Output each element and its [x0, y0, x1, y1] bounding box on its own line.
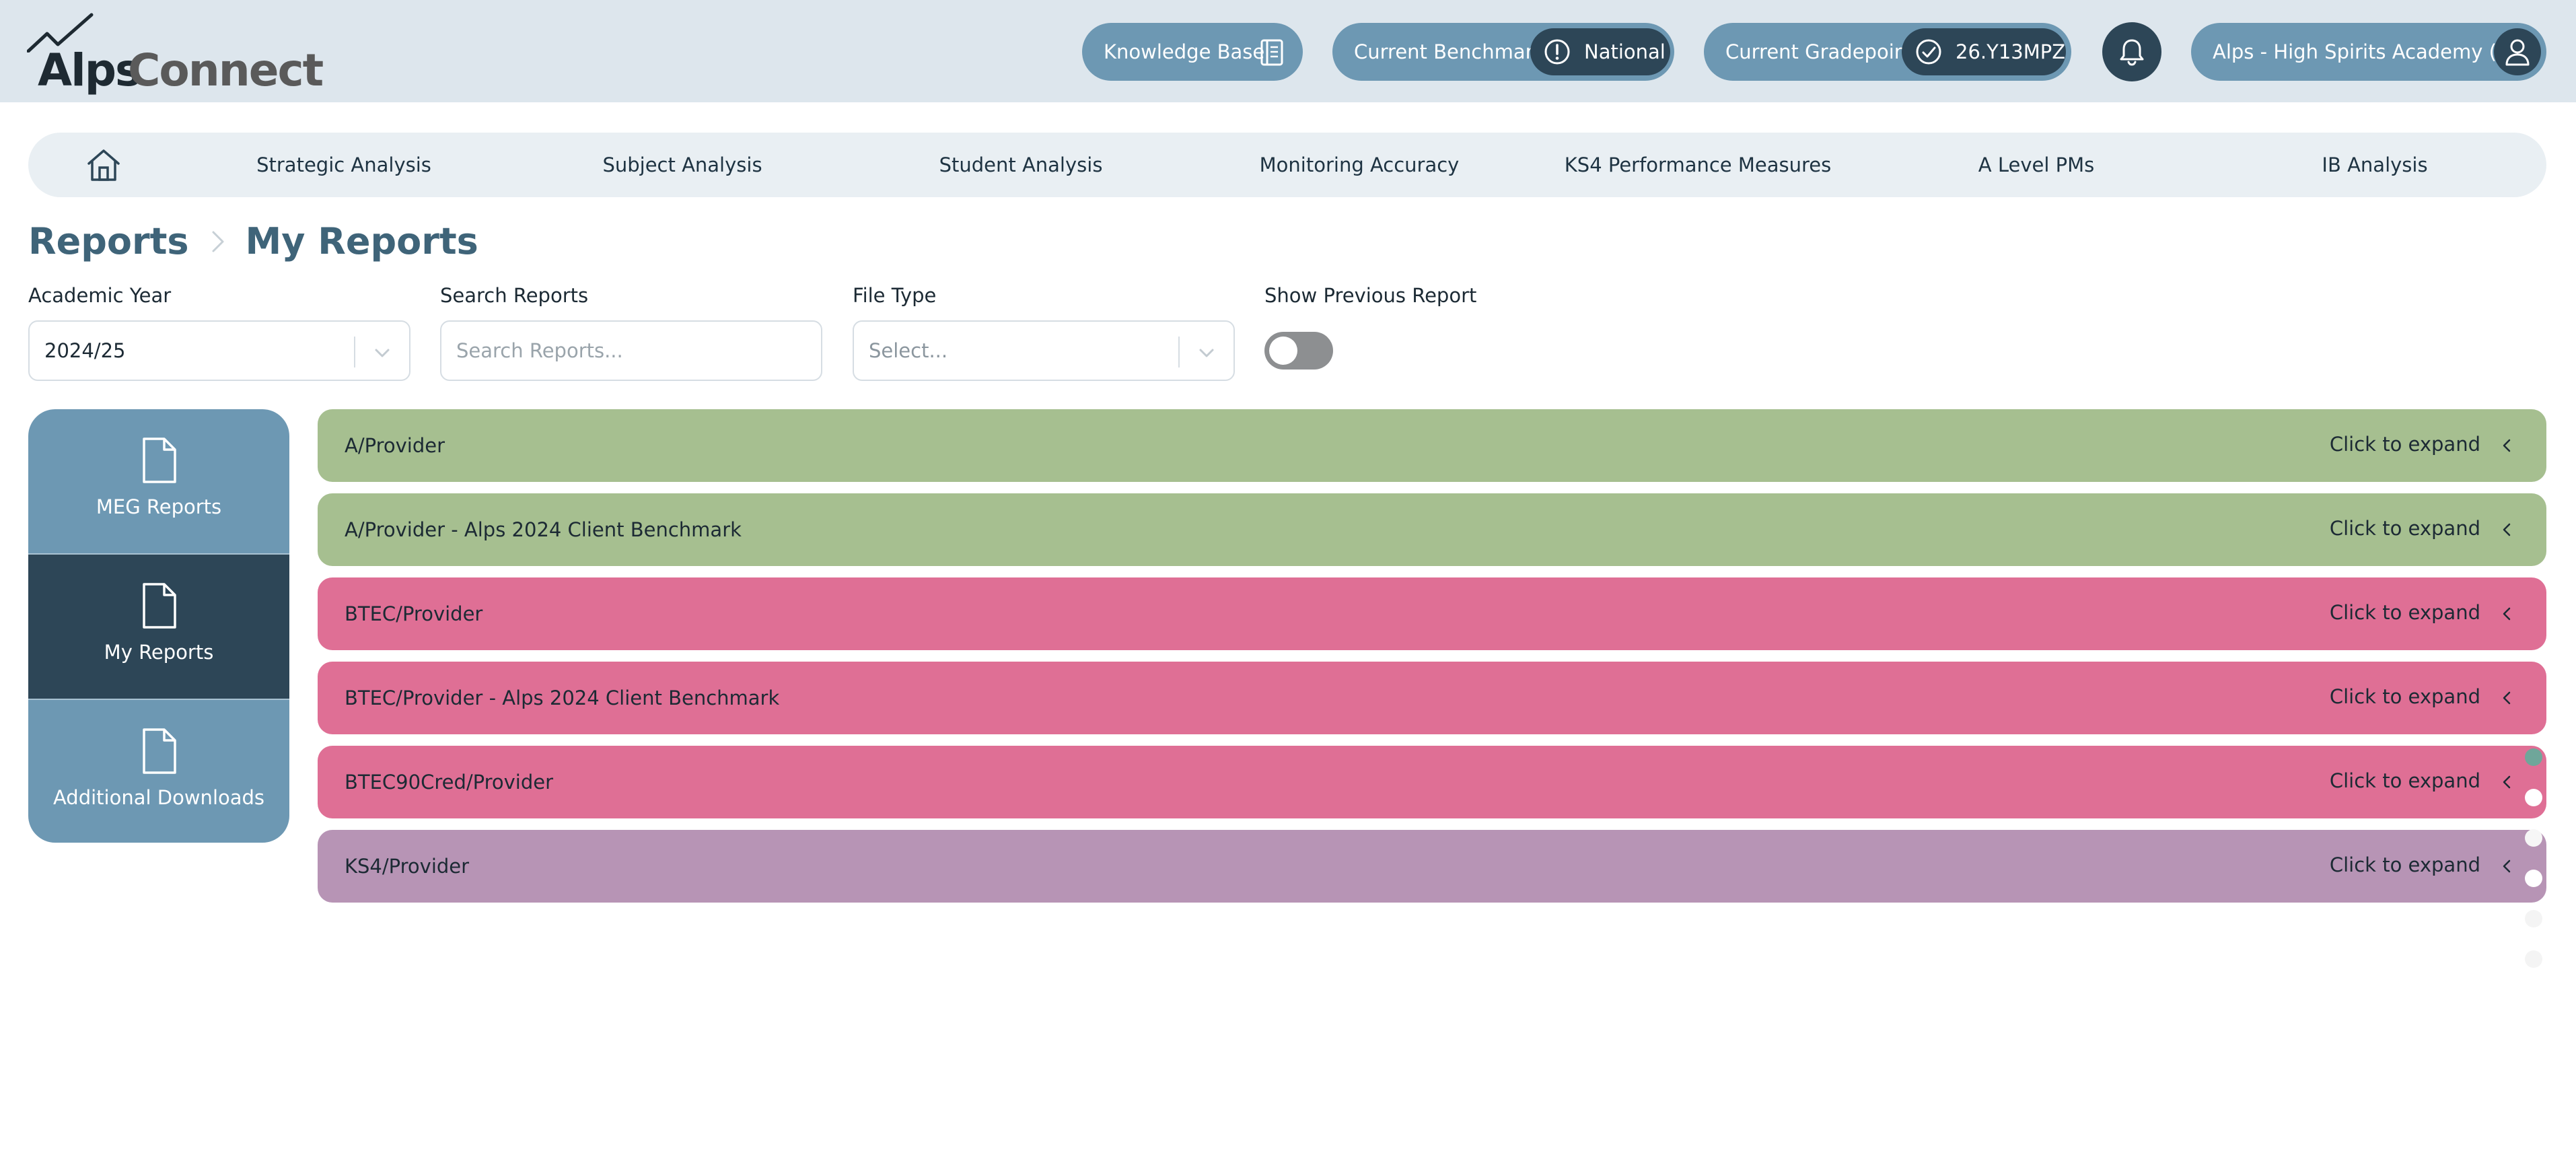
chevron-left-icon: [2503, 523, 2511, 536]
select-divider: [354, 337, 355, 367]
academic-year-value: 2024/25: [44, 339, 126, 362]
expand-text: Click to expand: [2329, 685, 2480, 708]
scroll-dot[interactable]: [2525, 910, 2542, 927]
nav-subject-analysis[interactable]: Subject Analysis: [602, 153, 762, 176]
alps-connect-logo[interactable]: Alps Connect: [27, 12, 324, 96]
chevron-left-icon: [2503, 775, 2511, 789]
check-circle-icon: [1916, 39, 1941, 65]
scroll-dot[interactable]: [2525, 829, 2542, 847]
scroll-dot[interactable]: [2525, 870, 2542, 887]
user-account-button[interactable]: Alps - High Spirits Academy (E): [2191, 23, 2546, 81]
knowledge-base-button[interactable]: Knowledge Base: [1082, 23, 1303, 81]
user-school-label: Alps - High Spirits Academy (E): [2213, 40, 2517, 63]
menu-divider: [28, 553, 289, 555]
expand-text: Click to expand: [2329, 433, 2480, 456]
report-row-btec90cred-provider[interactable]: BTEC90Cred/Provider Click to expand: [318, 746, 2546, 818]
report-title: A/Provider: [345, 434, 445, 457]
current-gradepoint-control[interactable]: Current Gradepoint 26.Y13MPZ: [1704, 23, 2071, 81]
breadcrumb-reports[interactable]: Reports: [28, 219, 189, 262]
report-title: KS4/Provider: [345, 855, 470, 878]
notifications-button[interactable]: [2102, 22, 2161, 81]
report-title: BTEC/Provider - Alps 2024 Client Benchma…: [345, 687, 780, 709]
file-type-select[interactable]: Select...: [853, 320, 1235, 381]
gradepoint-label: Current Gradepoint: [1725, 40, 1915, 63]
report-title: BTEC/Provider: [345, 602, 483, 625]
toggle-knob: [1269, 337, 1297, 365]
report-row-a-provider[interactable]: A/Provider Click to expand: [318, 409, 2546, 482]
search-input[interactable]: [456, 339, 821, 362]
chevron-left-icon: [2503, 439, 2511, 452]
home-icon[interactable]: [85, 147, 122, 182]
exclamation-circle-icon: [1544, 39, 1570, 65]
gradepoint-value-badge[interactable]: 26.Y13MPZ: [1902, 28, 2066, 75]
expand-text: Click to expand: [2329, 601, 2480, 624]
scroll-dot[interactable]: [2525, 950, 2542, 968]
current-benchmark-control[interactable]: Current Benchmark National: [1332, 23, 1674, 81]
file-type-placeholder: Select...: [869, 339, 948, 362]
show-previous-report-toggle[interactable]: [1264, 332, 1333, 370]
chevron-down-icon: [1199, 349, 1214, 357]
report-category-menu: MEG Reports My Reports Additional Downlo…: [28, 409, 289, 843]
trend-line-icon: [27, 13, 94, 52]
menu-meg-reports[interactable]: MEG Reports: [28, 409, 289, 553]
top-header: Alps Connect Knowledge Base Current Benc…: [0, 0, 2576, 102]
book-icon: [1260, 39, 1283, 66]
expand-text: Click to expand: [2329, 853, 2480, 876]
report-row-btec-provider-benchmark[interactable]: BTEC/Provider - Alps 2024 Client Benchma…: [318, 662, 2546, 734]
scroll-dot[interactable]: [2525, 789, 2542, 806]
expand-text: Click to expand: [2329, 769, 2480, 792]
avatar[interactable]: [2494, 28, 2541, 75]
document-icon: [143, 437, 176, 483]
show-previous-report-label: Show Previous Report: [1264, 284, 1477, 307]
report-title: BTEC90Cred/Provider: [345, 771, 554, 794]
search-reports-field: [440, 320, 822, 381]
benchmark-value: National: [1584, 40, 1666, 63]
nav-strategic-analysis[interactable]: Strategic Analysis: [256, 153, 431, 176]
scroll-dot[interactable]: [2525, 748, 2542, 766]
menu-additional-downloads[interactable]: Additional Downloads: [28, 700, 289, 843]
menu-label: MEG Reports: [96, 495, 222, 518]
report-title: A/Provider - Alps 2024 Client Benchmark: [345, 518, 742, 541]
chevron-left-icon: [2503, 607, 2511, 621]
menu-my-reports[interactable]: My Reports: [28, 555, 289, 699]
report-row-ks4-provider[interactable]: KS4/Provider Click to expand: [318, 830, 2546, 903]
bell-icon: [2120, 39, 2144, 66]
expand-text: Click to expand: [2329, 517, 2480, 540]
menu-divider: [28, 699, 289, 700]
logo-text-connect: Connect: [128, 44, 324, 96]
nav-ks4-performance-measures[interactable]: KS4 Performance Measures: [1564, 153, 1832, 176]
breadcrumb-my-reports: My Reports: [245, 219, 478, 262]
benchmark-value-badge[interactable]: National: [1530, 28, 1670, 75]
benchmark-label: Current Benchmark: [1354, 40, 1545, 63]
chevron-left-icon: [2503, 859, 2511, 873]
report-row-btec-provider[interactable]: BTEC/Provider Click to expand: [318, 577, 2546, 650]
main-navigation: Strategic Analysis Subject Analysis Stud…: [28, 133, 2546, 197]
menu-label: Additional Downloads: [52, 786, 265, 809]
nav-a-level-pms[interactable]: A Level PMs: [1978, 153, 2095, 176]
academic-year-select[interactable]: 2024/25: [28, 320, 410, 381]
logo-text-alps: Alps: [38, 44, 141, 96]
document-icon: [143, 728, 176, 774]
user-icon: [2505, 39, 2530, 66]
academic-year-label: Academic Year: [28, 284, 172, 307]
select-divider: [1178, 337, 1180, 367]
nav-student-analysis[interactable]: Student Analysis: [939, 153, 1103, 176]
file-type-label: File Type: [853, 284, 937, 307]
document-icon: [143, 583, 176, 629]
nav-ib-analysis[interactable]: IB Analysis: [2322, 153, 2428, 176]
report-row-a-provider-benchmark[interactable]: A/Provider - Alps 2024 Client Benchmark …: [318, 493, 2546, 566]
chevron-right-icon: [212, 231, 224, 252]
search-reports-label: Search Reports: [440, 284, 589, 307]
breadcrumb: Reports My Reports: [28, 214, 478, 268]
chevron-down-icon: [375, 349, 390, 357]
menu-label: My Reports: [104, 641, 214, 664]
knowledge-base-label: Knowledge Base: [1104, 40, 1265, 63]
nav-monitoring-accuracy[interactable]: Monitoring Accuracy: [1259, 153, 1460, 176]
chevron-left-icon: [2503, 691, 2511, 705]
gradepoint-value: 26.Y13MPZ: [1956, 40, 2066, 63]
